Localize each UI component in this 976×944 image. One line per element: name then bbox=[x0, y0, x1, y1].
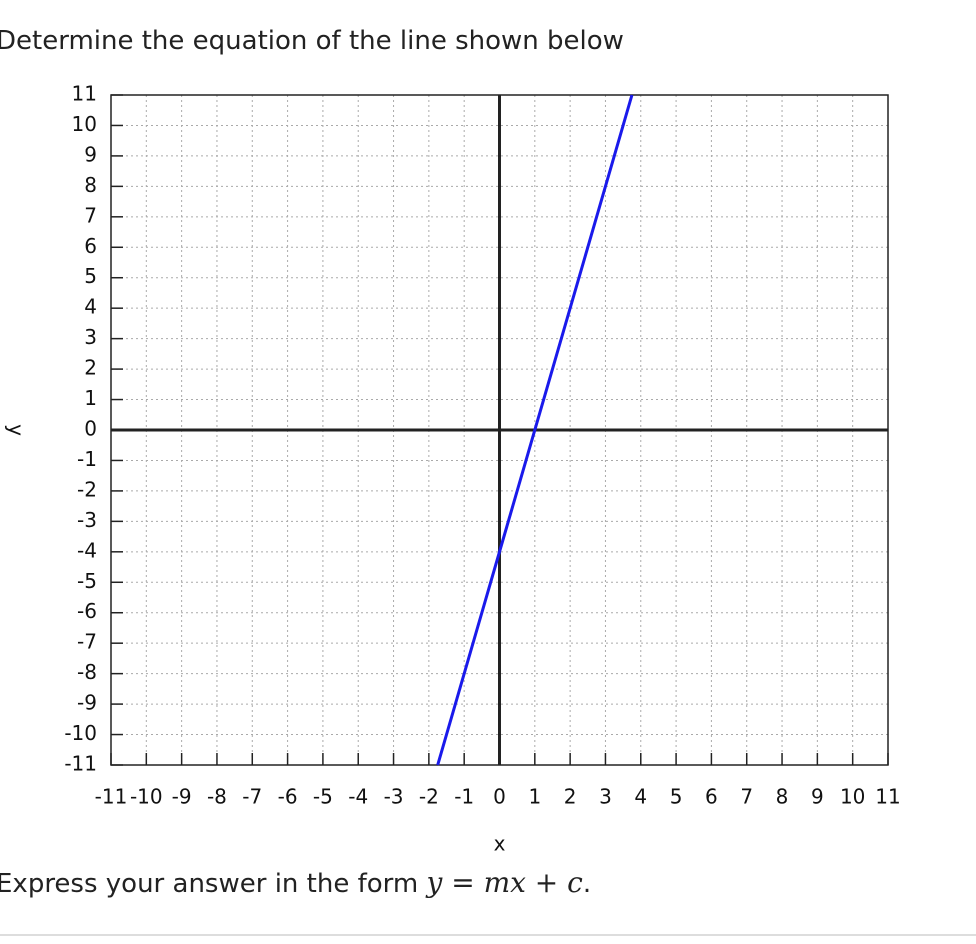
y-tick-label: 3 bbox=[84, 325, 97, 349]
formula: y = mx + c bbox=[426, 866, 583, 899]
x-tick-label: -8 bbox=[207, 785, 227, 809]
y-tick-label: 0 bbox=[84, 417, 97, 441]
x-tick-label: 1 bbox=[528, 785, 541, 809]
y-tick-label: 4 bbox=[84, 295, 97, 319]
prompt-text: Express your answer in the form bbox=[0, 869, 419, 899]
answer-prompt: Express your answer in the form y = mx +… bbox=[0, 866, 591, 899]
y-tick-label: -3 bbox=[77, 508, 97, 532]
x-tick-label: -1 bbox=[454, 785, 474, 809]
x-tick-label: 3 bbox=[599, 785, 612, 809]
x-tick-label: -10 bbox=[130, 785, 163, 809]
x-tick-label: 5 bbox=[670, 785, 683, 809]
y-tick-label: -1 bbox=[77, 447, 97, 471]
x-tick-label: 10 bbox=[840, 785, 865, 809]
y-tick-label: -8 bbox=[77, 660, 97, 684]
y-tick-label: -2 bbox=[77, 477, 97, 501]
y-tick-label: -4 bbox=[77, 538, 97, 562]
y-tick-label: 8 bbox=[84, 173, 97, 197]
x-tick-label: 6 bbox=[705, 785, 718, 809]
y-tick-label: 1 bbox=[84, 386, 97, 410]
x-tick-label: -3 bbox=[384, 785, 404, 809]
prompt-end: . bbox=[582, 869, 592, 899]
x-tick-label: 0 bbox=[493, 785, 506, 809]
y-tick-label: 7 bbox=[84, 203, 97, 227]
y-tick-label: 9 bbox=[84, 142, 97, 166]
data-line bbox=[436, 94, 634, 766]
y-tick-label: -6 bbox=[77, 599, 97, 623]
y-tick-label: 2 bbox=[84, 356, 97, 380]
y-tick-label: -5 bbox=[77, 569, 97, 593]
y-tick-label: 11 bbox=[72, 82, 97, 106]
y-tick-label: -7 bbox=[77, 630, 97, 654]
divider bbox=[0, 934, 976, 936]
x-tick-label: -9 bbox=[172, 785, 192, 809]
y-tick-label: 6 bbox=[84, 234, 97, 258]
x-tick-label: -6 bbox=[278, 785, 298, 809]
x-tick-label: -5 bbox=[313, 785, 333, 809]
x-tick-label: 9 bbox=[811, 785, 824, 809]
x-axis-label: x bbox=[494, 832, 506, 856]
x-tick-label: -11 bbox=[95, 785, 128, 809]
y-tick-label: -10 bbox=[64, 721, 97, 745]
y-tick-label: -9 bbox=[77, 691, 97, 715]
x-tick-label: 8 bbox=[776, 785, 789, 809]
y-axis-label: y bbox=[5, 424, 29, 436]
x-tick-label: -7 bbox=[242, 785, 262, 809]
y-tick-label: 10 bbox=[72, 112, 97, 136]
x-tick-label: 7 bbox=[740, 785, 753, 809]
x-tick-label: -2 bbox=[419, 785, 439, 809]
x-tick-label: -4 bbox=[348, 785, 368, 809]
x-tick-label: 4 bbox=[634, 785, 647, 809]
question: Determine the equation of the line shown… bbox=[0, 26, 624, 56]
x-tick-label: 11 bbox=[875, 785, 900, 809]
chart: -11-10-9-8-7-6-5-4-3-2-101234567891011-1… bbox=[5, 82, 901, 856]
x-tick-label: 2 bbox=[564, 785, 577, 809]
y-tick-label: 5 bbox=[84, 264, 97, 288]
y-tick-label: -11 bbox=[64, 752, 97, 776]
